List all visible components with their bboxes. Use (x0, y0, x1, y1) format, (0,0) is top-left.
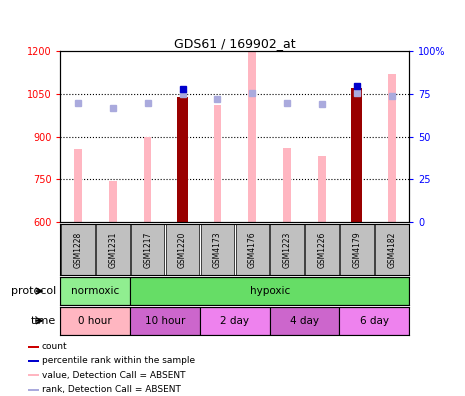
Bar (27, 360, 39, 362)
Text: normoxic: normoxic (71, 286, 120, 296)
Bar (96, 224, 129, 275)
Bar (270, 224, 304, 275)
Bar (213, 105, 221, 222)
Text: 10 hour: 10 hour (145, 316, 185, 326)
Bar (305, 224, 339, 275)
Bar (61, 224, 95, 275)
Text: time: time (31, 316, 56, 326)
Bar (166, 224, 199, 275)
Text: rank, Detection Call = ABSENT: rank, Detection Call = ABSENT (42, 385, 181, 394)
Bar (340, 224, 374, 275)
Bar (353, 93, 361, 222)
Text: protocol: protocol (11, 286, 56, 296)
Text: GSM4173: GSM4173 (213, 231, 222, 268)
Bar (201, 224, 234, 275)
Bar (179, 103, 186, 222)
Text: GSM1220: GSM1220 (178, 231, 187, 268)
Text: value, Detection Call = ABSENT: value, Detection Call = ABSENT (42, 371, 186, 380)
Bar (177, 97, 188, 222)
Bar (235, 224, 269, 275)
Bar (60, 277, 130, 305)
Text: GSM4179: GSM4179 (352, 231, 361, 268)
Bar (339, 307, 409, 335)
Bar (130, 307, 200, 335)
Bar (27, 375, 39, 376)
Text: GSM4182: GSM4182 (387, 231, 396, 268)
Bar (248, 51, 256, 222)
Text: GSM1223: GSM1223 (283, 231, 292, 268)
Text: 0 hour: 0 hour (79, 316, 112, 326)
Bar (60, 307, 130, 335)
Bar (130, 277, 409, 305)
Text: 6 day: 6 day (360, 316, 389, 326)
Bar (27, 389, 39, 391)
Text: GSM4176: GSM4176 (248, 231, 257, 268)
Bar (388, 74, 396, 222)
Text: GSM1231: GSM1231 (108, 231, 117, 268)
Bar (318, 156, 326, 222)
Text: 2 day: 2 day (220, 316, 249, 326)
Bar (283, 148, 291, 222)
Bar (352, 88, 363, 222)
Bar (109, 181, 117, 222)
Bar (270, 307, 339, 335)
Text: 4 day: 4 day (290, 316, 319, 326)
Text: GSM1217: GSM1217 (143, 231, 152, 268)
Bar (27, 346, 39, 348)
Text: percentile rank within the sample: percentile rank within the sample (42, 356, 195, 366)
Text: count: count (42, 342, 67, 351)
Bar (144, 137, 152, 222)
Text: GSM1228: GSM1228 (73, 231, 82, 268)
Bar (74, 149, 82, 222)
Bar (200, 307, 270, 335)
Text: GSM1226: GSM1226 (318, 231, 326, 268)
Bar (375, 224, 408, 275)
Text: hypoxic: hypoxic (250, 286, 290, 296)
Title: GDS61 / 169902_at: GDS61 / 169902_at (174, 37, 296, 50)
Bar (131, 224, 165, 275)
